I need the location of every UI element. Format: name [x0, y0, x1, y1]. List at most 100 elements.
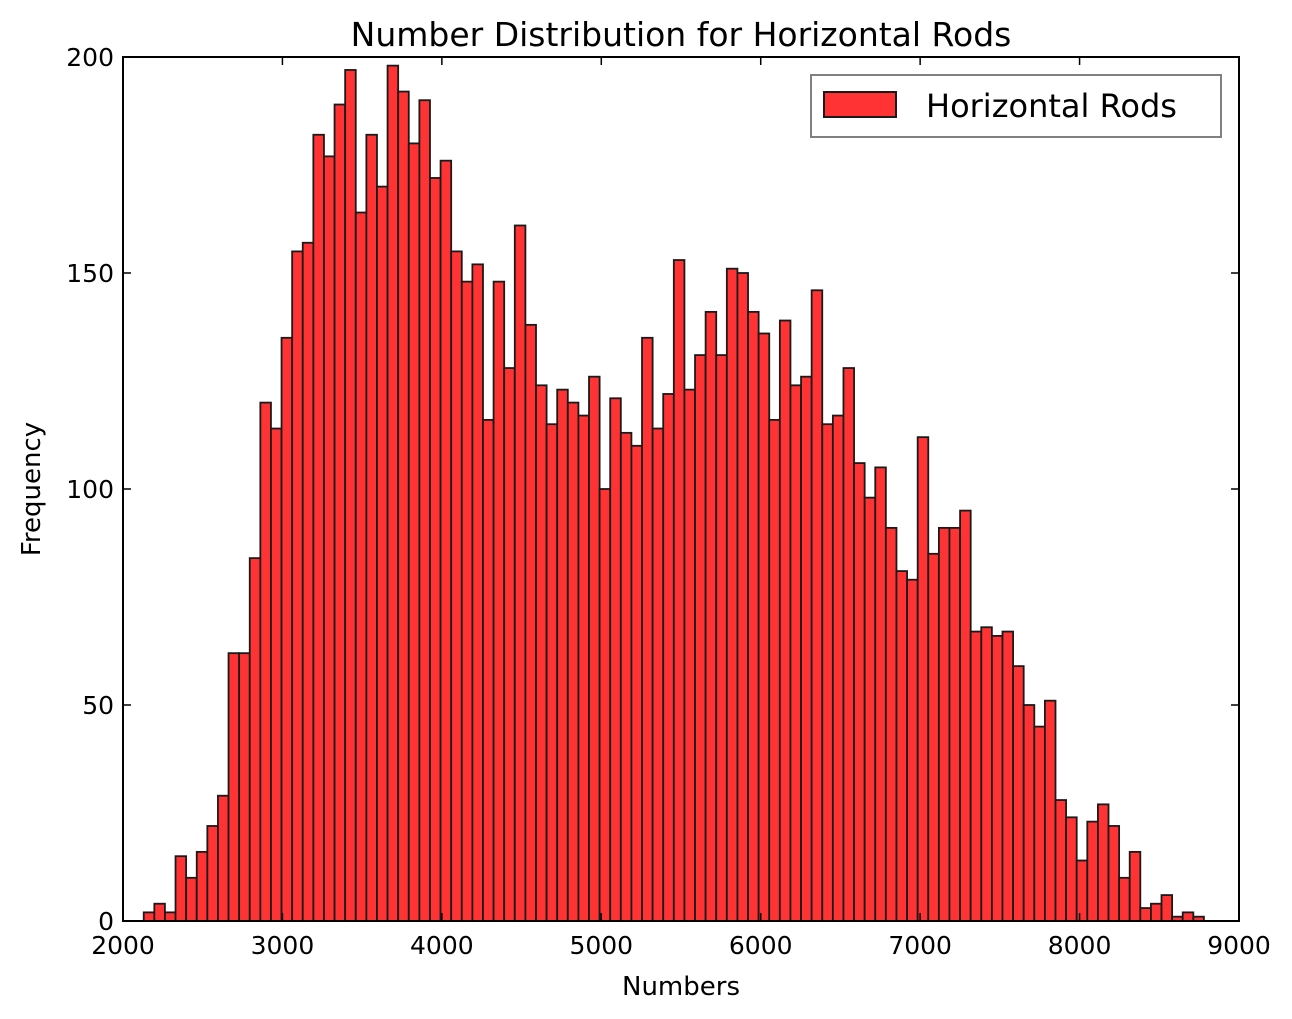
bar	[1107, 825, 1121, 922]
bar	[418, 99, 431, 922]
bar	[747, 310, 760, 922]
bar	[778, 319, 792, 922]
bar	[206, 825, 219, 922]
bar	[545, 423, 559, 922]
bar	[301, 241, 315, 922]
bar	[884, 526, 898, 922]
x-tick-label: 6000	[729, 931, 793, 960]
bar	[227, 652, 241, 922]
bar	[937, 526, 951, 922]
legend-swatch	[823, 91, 897, 118]
bar	[323, 155, 336, 922]
bar	[980, 626, 993, 922]
bar	[1139, 907, 1152, 922]
bar	[1128, 850, 1142, 922]
y-axis-ticks: 0 50 100 150 200	[66, 43, 1239, 936]
bar	[524, 323, 537, 922]
bar	[291, 250, 304, 922]
bar	[736, 272, 749, 922]
bar	[333, 103, 347, 922]
bar	[916, 436, 930, 922]
bar	[354, 211, 368, 922]
legend: Horizontal Rods	[810, 74, 1222, 138]
bar	[959, 509, 972, 922]
bar	[535, 384, 548, 922]
bar	[142, 911, 156, 922]
bar	[768, 418, 781, 922]
bar	[683, 388, 696, 922]
x-tick-label: 7000	[888, 931, 952, 960]
bar	[513, 224, 527, 922]
bar	[217, 794, 230, 922]
bar	[164, 911, 177, 922]
bar	[1086, 820, 1099, 922]
bar	[630, 444, 643, 922]
bar	[609, 397, 622, 922]
bar	[694, 354, 707, 922]
bar	[365, 133, 378, 922]
bar	[588, 375, 601, 922]
bar	[407, 142, 421, 922]
bar	[598, 488, 612, 922]
bar	[185, 876, 198, 922]
bar	[927, 552, 940, 922]
legend-label: Horizontal Rods	[926, 87, 1177, 125]
bar	[556, 388, 569, 922]
bar	[492, 280, 506, 922]
bar	[725, 267, 739, 922]
bar	[1118, 876, 1131, 922]
x-tick-label: 5000	[569, 931, 633, 960]
bar	[195, 850, 209, 922]
bar	[831, 414, 845, 922]
bar	[704, 310, 718, 922]
bar	[386, 64, 400, 922]
x-tick-label: 2000	[91, 931, 155, 960]
bar	[821, 423, 834, 922]
bars-group	[142, 64, 1205, 922]
y-tick-label: 50	[82, 691, 114, 720]
bar	[757, 332, 771, 922]
bar	[174, 855, 188, 922]
bar	[482, 418, 495, 922]
x-tick-label: 4000	[410, 931, 474, 960]
bar	[662, 393, 675, 922]
bar	[280, 336, 294, 922]
bar	[1001, 630, 1014, 922]
bar	[1033, 725, 1046, 922]
bar	[990, 634, 1004, 922]
chart-title: Number Distribution for Horizontal Rods	[351, 15, 1012, 54]
bar	[863, 496, 877, 922]
bar	[619, 431, 633, 922]
bar	[439, 159, 453, 922]
x-axis-label: Numbers	[622, 972, 740, 1002]
bar	[429, 177, 442, 922]
bar	[1065, 816, 1078, 922]
bar	[874, 466, 887, 922]
bar	[906, 578, 919, 922]
bar	[948, 526, 961, 922]
bar	[577, 414, 590, 922]
bar	[270, 427, 283, 922]
y-tick-label: 150	[66, 259, 114, 288]
x-tick-label: 8000	[1048, 931, 1112, 960]
bar	[1075, 859, 1089, 922]
bar	[450, 250, 463, 922]
bar	[238, 652, 251, 922]
bar	[248, 557, 262, 922]
bar	[312, 133, 325, 922]
bar	[1160, 894, 1174, 922]
bar	[800, 375, 813, 922]
bar	[471, 263, 484, 922]
bar	[1044, 699, 1057, 922]
bar	[1097, 803, 1110, 922]
x-axis-ticks: 2000 3000 4000 5000 6000 7000 8000 9000	[91, 57, 1271, 960]
bar	[842, 367, 855, 922]
bar	[344, 69, 357, 922]
bar	[810, 289, 824, 922]
bar	[789, 384, 802, 922]
bar	[641, 336, 654, 922]
bar	[1022, 704, 1036, 922]
bar	[1181, 911, 1195, 922]
bar	[153, 902, 166, 922]
